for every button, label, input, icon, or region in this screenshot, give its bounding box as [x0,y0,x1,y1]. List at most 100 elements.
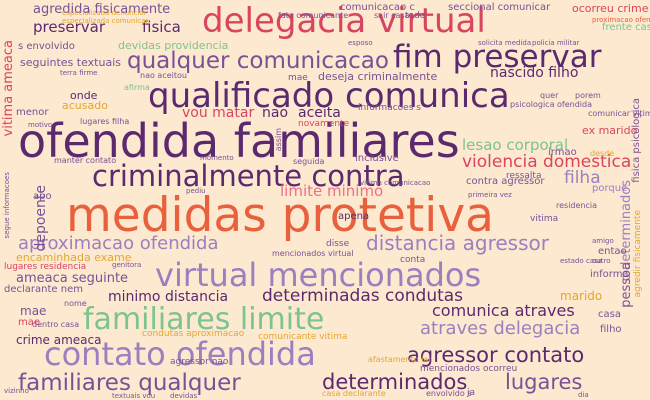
word-term: comunica atraves [432,301,575,320]
word-term: manter contato [54,156,117,165]
word-term: menor [16,107,49,118]
word-term: apena [338,211,370,222]
word-term: aproximacao ofendida [18,233,219,254]
word-term: familiares limite [83,302,325,337]
word-term: delegacia virtual [202,1,486,41]
word-term: dentro casa [32,320,80,329]
word-term: aceita [298,105,341,121]
word-term: porque [592,183,628,194]
word-term: onde [70,89,98,102]
word-term: seguintes textuais [20,56,121,69]
word-term: limite minimo [280,182,384,200]
word-term: segue informacoes [3,172,11,239]
word-term: nao aceitou [140,71,187,80]
word-term: disse [326,239,350,249]
word-term: filha [564,168,601,188]
word-term: familiares qualquer [18,370,241,396]
word-term: quer [540,91,559,100]
word-term: casa declarante [322,389,386,398]
word-term: vizinho [4,387,29,395]
word-term: qualquer comunicacao [127,48,389,74]
word-term: novamente [298,119,350,129]
word-term: ameaca seguinte [16,271,129,286]
word-term: apo [33,191,52,202]
word-term: minimo distancia [108,289,229,305]
word-term: entao [598,246,627,257]
word-term: motivo [28,121,53,129]
word-term: agredir fisicamente [633,210,643,298]
word-term: conta [400,255,426,265]
word-term: violencia domestica [462,152,632,172]
word-term: inclusive [355,153,399,164]
word-term: informacoes s [358,103,421,113]
word-term: seguida [293,157,325,166]
word-term: ja [467,388,476,398]
word-term: lesao corporal [462,136,569,154]
word-term: fim preservar [393,39,602,75]
word-term: psicologica ofendida [510,100,593,109]
word-term: porem [575,91,601,100]
word-term: contato ofendida [44,335,316,373]
word-term: medidas protetiva [66,188,494,243]
word-term: nascido filho [490,65,579,81]
word-term: desde [590,149,615,158]
word-term: outro [592,257,611,265]
word-term: envolvido s [426,389,472,398]
word-term: qualificado comunica [148,76,510,116]
word-term: seccional comunicar [448,2,551,13]
word-term: mae [288,73,308,83]
word-term: encaminhada exame [16,251,132,264]
word-term: residencia [556,201,598,210]
word-term: estado casa [560,257,603,265]
word-term: primeira vez [468,191,512,199]
word-term: especializada denunciar [62,9,147,17]
word-term: pediu [186,187,206,195]
word-term: virtual mencionados [155,256,482,294]
word-term: casa [598,309,621,320]
word-term: condutas aproximacao [142,329,245,339]
word-term: nome [64,299,87,308]
word-term: informa [590,269,629,280]
word-term: amigo [592,237,614,245]
word-term: lugares residencia [4,262,87,272]
word-term: mae [20,304,47,318]
word-term: ocorreu crime [572,2,649,15]
word-term: comunicante vitima [258,332,348,342]
word-term: s envolvido [18,41,75,52]
word-term: textuais vou [112,392,156,400]
word-term: vou matar [182,105,255,121]
word-term: mae [18,317,41,328]
word-term: determinadas condutas [262,286,464,306]
word-term: comunicacao c [340,2,415,13]
word-term: policia militar [532,39,580,47]
word-term: vitima [530,214,559,224]
word-term: sair casa [374,11,410,20]
word-term: todo [405,11,426,21]
word-term: distancia agressor [366,231,549,255]
word-term: vitima comunicacao [360,179,431,187]
word-term: momento [200,154,234,162]
word-term: agressor nao [170,357,229,367]
word-term: fato comunicante [278,11,349,20]
word-term: lugares filha [80,117,130,126]
word-term: crime ameaca [16,333,102,347]
word-term: filho [600,324,622,335]
word-term: irmao [548,147,577,158]
word-term: devidas [170,392,198,400]
word-term: ressalta [506,171,542,181]
word-term: acusado [62,99,108,112]
word-term: atraves delegacia [420,318,581,339]
word-term: genitora [112,261,142,269]
word-term: afastamento lar [368,355,432,364]
word-term: deseja criminalmente [318,70,438,83]
word-term: mencionados ocorreu [420,364,518,374]
word-term: proximacao ofendida [592,16,650,24]
word-term: determinados [322,370,468,394]
word-term: comunicar vitima [588,109,650,118]
word-term: marido [560,289,603,303]
word-term: dia [578,391,589,399]
word-term: lugares [505,370,583,394]
word-term: nao [262,105,289,121]
word-term: especializada comunicar [62,17,149,25]
